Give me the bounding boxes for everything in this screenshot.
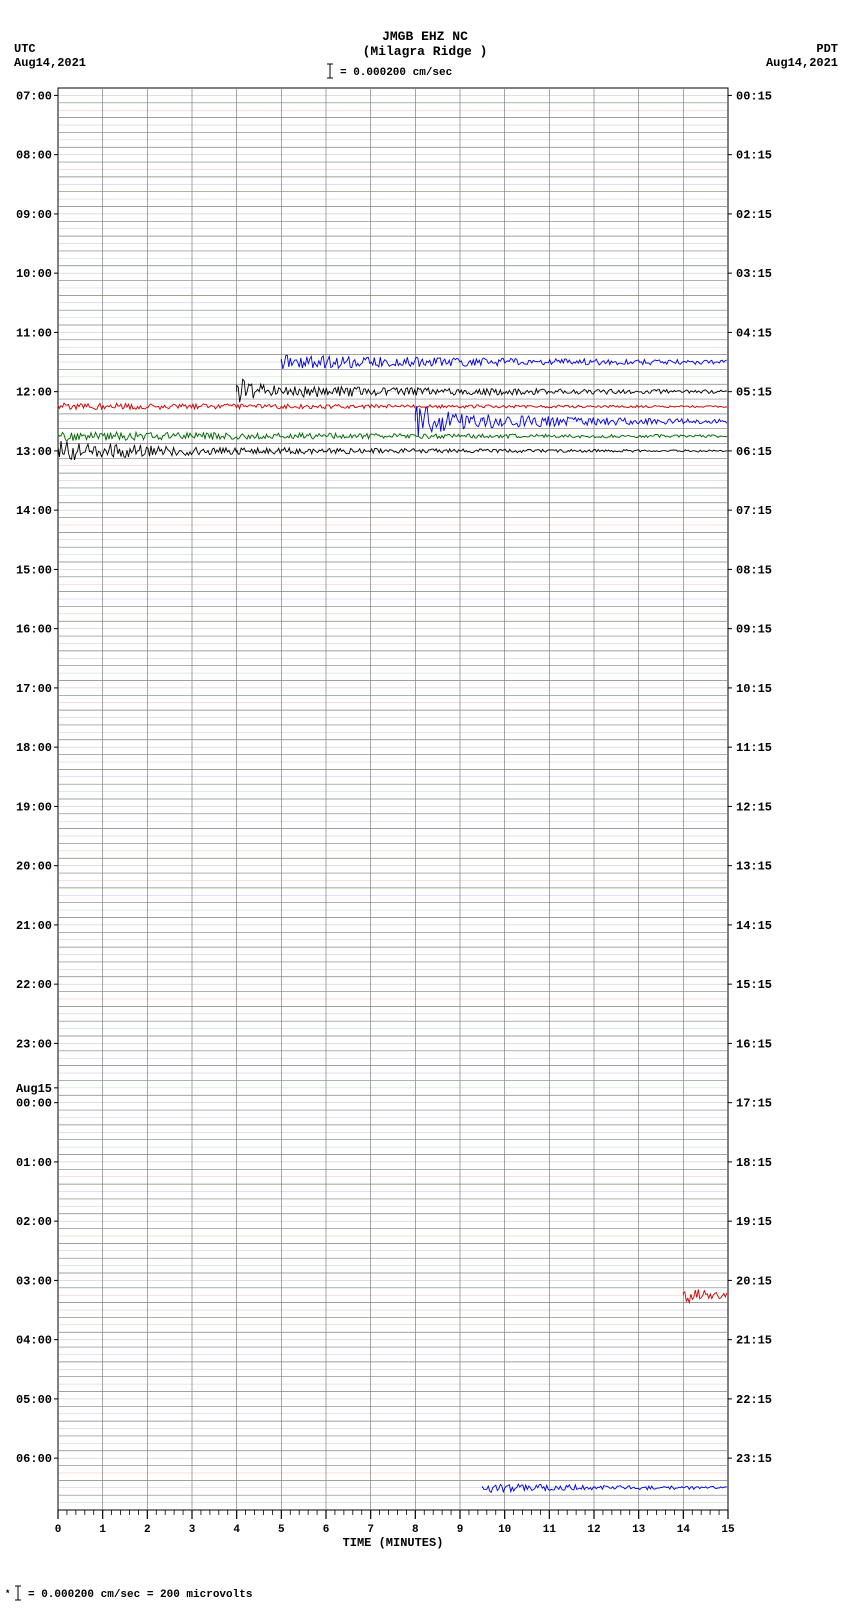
left-time-label: 10:00 xyxy=(16,267,52,281)
seismogram-container: JMGB EHZ NC(Milagra Ridge ) = 0.000200 cm… xyxy=(0,0,850,1613)
right-time-label: 15:15 xyxy=(736,978,772,992)
x-tick-label: 8 xyxy=(412,1524,419,1536)
x-tick-label: 2 xyxy=(144,1524,151,1536)
left-time-label: 18:00 xyxy=(16,741,52,755)
footer-scale-note: = 0.000200 cm/sec = 200 microvolts xyxy=(28,1589,252,1601)
right-tz: PDT xyxy=(816,42,838,56)
title-line2: (Milagra Ridge ) xyxy=(363,44,488,59)
x-tick-label: 7 xyxy=(367,1524,374,1536)
right-time-label: 19:15 xyxy=(736,1215,772,1229)
x-axis-label: TIME (MINUTES) xyxy=(343,1536,444,1550)
left-time-label: 23:00 xyxy=(16,1037,52,1051)
left-time-label: 05:00 xyxy=(16,1393,52,1407)
right-time-label: 20:15 xyxy=(736,1274,772,1288)
left-time-label: 13:00 xyxy=(16,445,52,459)
left-time-label: 11:00 xyxy=(16,326,52,340)
right-time-label: 05:15 xyxy=(736,386,772,400)
right-time-label: 11:15 xyxy=(736,741,772,755)
right-time-label: 03:15 xyxy=(736,267,772,281)
left-time-label: 04:00 xyxy=(16,1334,52,1348)
left-time-label: 00:00 xyxy=(16,1097,52,1111)
x-tick-label: 14 xyxy=(677,1524,691,1536)
left-time-label: 14:00 xyxy=(16,504,52,518)
x-tick-label: 12 xyxy=(587,1524,600,1536)
left-date: Aug14,2021 xyxy=(14,56,86,70)
x-tick-label: 6 xyxy=(323,1524,330,1536)
right-time-label: 13:15 xyxy=(736,860,772,874)
left-tz: UTC xyxy=(14,42,36,56)
left-time-label: 01:00 xyxy=(16,1156,52,1170)
right-time-label: 01:15 xyxy=(736,149,772,163)
seismogram-svg: JMGB EHZ NC(Milagra Ridge ) = 0.000200 cm… xyxy=(0,0,850,1613)
right-time-label: 23:15 xyxy=(736,1452,772,1466)
left-time-label: 22:00 xyxy=(16,978,52,992)
left-time-label: 21:00 xyxy=(16,919,52,933)
left-time-label: 03:00 xyxy=(16,1274,52,1288)
left-time-label: 07:00 xyxy=(16,89,52,103)
left-time-label: 15:00 xyxy=(16,563,52,577)
left-time-label: 08:00 xyxy=(16,149,52,163)
right-time-label: 21:15 xyxy=(736,1334,772,1348)
right-date: Aug14,2021 xyxy=(766,56,838,70)
left-time-label: 06:00 xyxy=(16,1452,52,1466)
left-time-label: 02:00 xyxy=(16,1215,52,1229)
x-tick-label: 10 xyxy=(498,1524,511,1536)
left-time-label: 09:00 xyxy=(16,208,52,222)
right-time-label: 09:15 xyxy=(736,623,772,637)
footer-asterisk: * xyxy=(5,1589,10,1599)
right-time-label: 16:15 xyxy=(736,1037,772,1051)
left-time-label: 20:00 xyxy=(16,860,52,874)
x-tick-label: 3 xyxy=(189,1524,196,1536)
right-time-label: 14:15 xyxy=(736,919,772,933)
scale-label: = 0.000200 cm/sec xyxy=(340,67,452,79)
left-time-label: 12:00 xyxy=(16,386,52,400)
right-time-label: 06:15 xyxy=(736,445,772,459)
x-tick-label: 15 xyxy=(721,1524,735,1536)
left-time-label: 16:00 xyxy=(16,623,52,637)
right-time-label: 17:15 xyxy=(736,1097,772,1111)
x-tick-label: 4 xyxy=(233,1524,240,1536)
right-time-label: 18:15 xyxy=(736,1156,772,1170)
x-tick-label: 9 xyxy=(457,1524,464,1536)
left-time-label: 17:00 xyxy=(16,682,52,696)
left-time-label: Aug15 xyxy=(16,1082,52,1096)
x-tick-label: 1 xyxy=(99,1524,106,1536)
title-line1: JMGB EHZ NC xyxy=(382,29,468,44)
right-time-label: 07:15 xyxy=(736,504,772,518)
right-time-label: 00:15 xyxy=(736,89,772,103)
x-tick-label: 11 xyxy=(543,1524,557,1536)
right-time-label: 22:15 xyxy=(736,1393,772,1407)
left-time-label: 19:00 xyxy=(16,800,52,814)
right-time-label: 04:15 xyxy=(736,326,772,340)
right-time-label: 02:15 xyxy=(736,208,772,222)
x-tick-label: 0 xyxy=(55,1524,62,1536)
right-time-label: 10:15 xyxy=(736,682,772,696)
x-tick-label: 13 xyxy=(632,1524,646,1536)
right-time-label: 08:15 xyxy=(736,563,772,577)
right-time-label: 12:15 xyxy=(736,800,772,814)
x-tick-label: 5 xyxy=(278,1524,285,1536)
